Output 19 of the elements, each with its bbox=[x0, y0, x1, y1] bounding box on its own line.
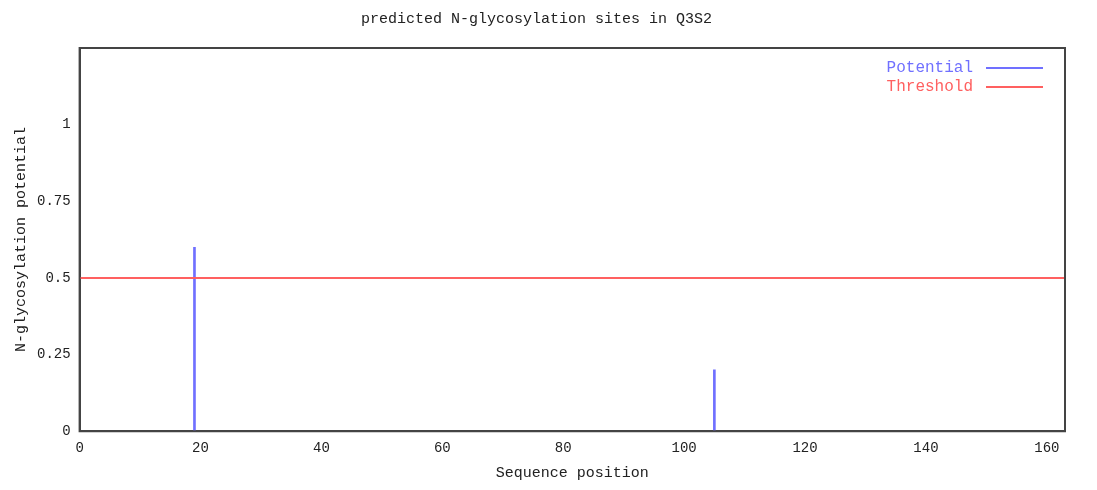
x-tick-label: 20 bbox=[192, 440, 209, 457]
x-tick-label: 60 bbox=[433, 440, 451, 457]
chart-title: predicted N-glycosylation sites in Q3S2 bbox=[360, 10, 713, 28]
y-tick-label: 0.25 bbox=[37, 346, 71, 363]
legend-label: Threshold bbox=[886, 78, 973, 97]
x-tick-label: 160 bbox=[1034, 440, 1060, 457]
x-tick-label: 140 bbox=[913, 440, 939, 457]
x-tick-label: 0 bbox=[75, 440, 84, 457]
x-tick-label: 120 bbox=[792, 440, 818, 457]
x-tick-label: 80 bbox=[554, 440, 572, 457]
x-axis-title: Sequence position bbox=[495, 464, 649, 482]
legend-label: Potential bbox=[886, 59, 973, 78]
y-tick-label: 0.75 bbox=[37, 192, 71, 209]
y-tick-label: 0.5 bbox=[45, 269, 71, 286]
x-tick-label: 100 bbox=[671, 440, 697, 457]
y-tick-label: 1 bbox=[62, 116, 71, 133]
y-axis-title: N-glycosylation potential bbox=[12, 127, 30, 353]
x-tick-label: 40 bbox=[313, 440, 330, 457]
y-tick-label: 0 bbox=[62, 422, 71, 439]
